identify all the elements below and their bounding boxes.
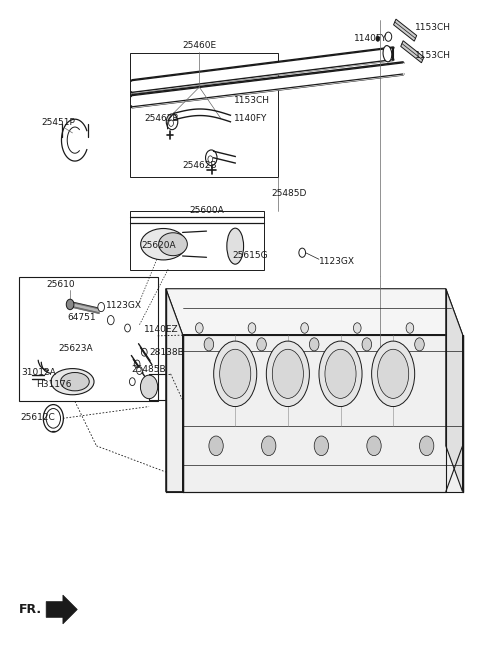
Text: H31176: H31176: [36, 380, 72, 389]
Text: 1123GX: 1123GX: [106, 300, 142, 310]
Circle shape: [168, 120, 173, 127]
Circle shape: [108, 316, 114, 325]
Ellipse shape: [372, 341, 415, 407]
Text: 1140FY: 1140FY: [354, 33, 387, 43]
Polygon shape: [394, 19, 417, 41]
Circle shape: [262, 436, 276, 456]
Text: 25623A: 25623A: [58, 344, 93, 354]
Circle shape: [248, 323, 256, 333]
Bar: [130, 211, 264, 270]
Ellipse shape: [272, 349, 303, 398]
Text: 25460E: 25460E: [182, 41, 216, 51]
Bar: [130, 53, 278, 177]
Ellipse shape: [60, 373, 89, 391]
Circle shape: [209, 436, 223, 456]
Ellipse shape: [158, 233, 187, 256]
Text: 1153CH: 1153CH: [415, 51, 451, 60]
Circle shape: [66, 299, 74, 310]
Text: 1140EZ: 1140EZ: [144, 325, 179, 334]
Text: 31012A: 31012A: [21, 368, 56, 377]
Text: 25462B: 25462B: [144, 114, 179, 123]
Circle shape: [137, 367, 143, 375]
Circle shape: [353, 323, 361, 333]
Text: 25610: 25610: [46, 279, 75, 289]
Circle shape: [415, 338, 424, 351]
Polygon shape: [166, 289, 463, 335]
Circle shape: [406, 323, 414, 333]
Ellipse shape: [319, 341, 362, 407]
Polygon shape: [401, 41, 424, 63]
Circle shape: [420, 436, 434, 456]
Circle shape: [257, 338, 266, 351]
Text: FR.: FR.: [19, 603, 42, 616]
Ellipse shape: [51, 369, 94, 395]
Circle shape: [98, 302, 105, 312]
Circle shape: [208, 156, 213, 163]
Polygon shape: [446, 289, 463, 491]
Circle shape: [310, 338, 319, 351]
Text: 25451P: 25451P: [41, 118, 75, 127]
Circle shape: [362, 338, 372, 351]
Ellipse shape: [383, 46, 392, 62]
Polygon shape: [166, 289, 182, 491]
Ellipse shape: [266, 341, 310, 407]
Circle shape: [130, 378, 135, 386]
Circle shape: [195, 323, 203, 333]
Polygon shape: [182, 335, 463, 491]
Circle shape: [376, 36, 380, 41]
Bar: [19, 277, 157, 401]
Ellipse shape: [227, 228, 243, 264]
Ellipse shape: [214, 341, 257, 407]
Polygon shape: [46, 595, 77, 624]
Circle shape: [367, 436, 381, 456]
Text: 25485B: 25485B: [131, 365, 166, 375]
Text: 25615G: 25615G: [232, 251, 267, 260]
Text: 64751: 64751: [68, 313, 96, 322]
Circle shape: [301, 323, 309, 333]
Text: 28138B: 28138B: [149, 348, 184, 358]
Text: 1153CH: 1153CH: [415, 23, 451, 32]
Text: 25462B: 25462B: [182, 161, 217, 170]
Circle shape: [141, 375, 157, 399]
Circle shape: [385, 32, 392, 41]
Ellipse shape: [325, 349, 356, 398]
Text: 25600A: 25600A: [190, 207, 225, 215]
Text: 1123GX: 1123GX: [319, 257, 355, 266]
Circle shape: [125, 324, 131, 332]
Text: 25612C: 25612C: [21, 413, 56, 422]
Text: 1140FY: 1140FY: [234, 114, 268, 123]
Text: 25620A: 25620A: [141, 241, 176, 250]
Circle shape: [299, 248, 306, 257]
Ellipse shape: [46, 409, 60, 428]
Ellipse shape: [141, 228, 186, 260]
Ellipse shape: [378, 349, 408, 398]
Circle shape: [204, 338, 214, 351]
Text: 1153CH: 1153CH: [234, 96, 270, 105]
Ellipse shape: [220, 349, 251, 398]
Circle shape: [314, 436, 328, 456]
Text: 25485D: 25485D: [271, 189, 307, 197]
